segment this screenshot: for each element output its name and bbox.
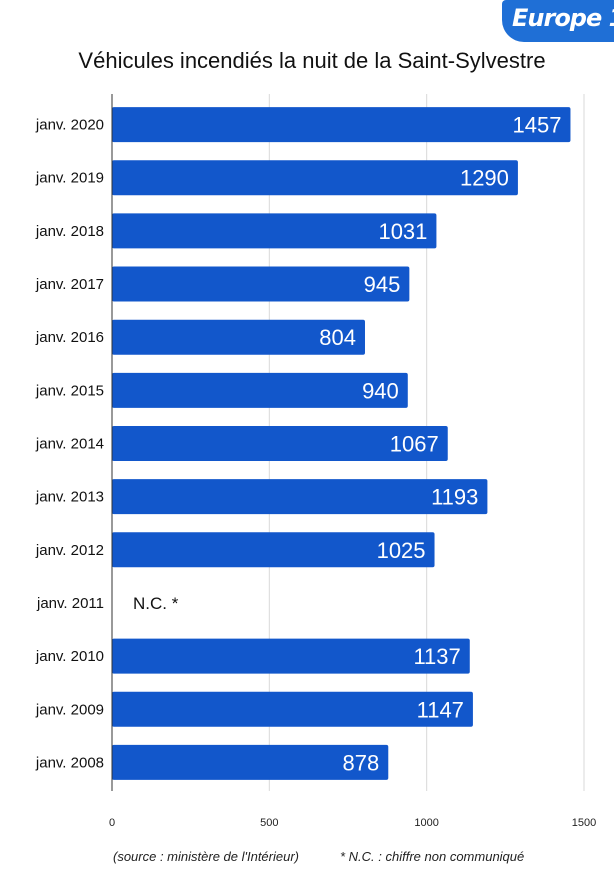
data-label: 1031 (378, 219, 427, 244)
bar-chart: 0 500 1000 1500 janv. 2020 1457 janv. 2019 1290… (35, 94, 596, 829)
bar (112, 107, 571, 143)
bar (112, 744, 389, 780)
data-label: 940 (362, 378, 399, 403)
bar (112, 372, 408, 408)
data-label: 1025 (377, 538, 426, 563)
logo-text: Europe 1 (512, 4, 614, 32)
data-label: 1137 (413, 644, 460, 669)
category-label: janv. 2014 (35, 436, 104, 453)
data-label: 878 (343, 750, 380, 775)
category-label: janv. 2010 (35, 648, 104, 665)
bar (112, 479, 488, 515)
data-label: 1290 (460, 166, 509, 191)
data-label: 1457 (513, 113, 562, 138)
data-label: 1147 (417, 697, 464, 722)
europe1-logo: Europe 1 (502, 0, 614, 42)
chart-title: Véhicules incendiés la nuit de la Saint-… (78, 48, 546, 73)
bar (112, 213, 437, 249)
bar (112, 691, 473, 727)
footnote: * N.C. : chiffre non communiqué (340, 849, 525, 864)
x-tick-label: 0 (109, 817, 115, 829)
bar (112, 426, 448, 461)
bar (112, 319, 365, 355)
category-label: janv. 2015 (35, 382, 104, 399)
category-label: janv. 2012 (35, 542, 104, 559)
category-label: janv. 2008 (35, 754, 104, 771)
data-label: 804 (319, 325, 356, 350)
bar (112, 638, 470, 674)
category-label: janv. 2016 (35, 329, 104, 346)
data-label: N.C. * (133, 594, 179, 613)
category-label: janv. 2018 (35, 223, 104, 240)
source-note: (source : ministère de l'Intérieur) (113, 849, 299, 864)
x-tick-label: 1000 (414, 817, 438, 829)
x-tick-label: 500 (260, 817, 278, 829)
category-label: janv. 2017 (35, 276, 104, 293)
data-label: 1193 (431, 485, 478, 510)
category-label: janv. 2009 (35, 701, 104, 718)
category-label: janv. 2011 (36, 595, 104, 612)
bar (112, 532, 435, 568)
x-tick-label: 1500 (572, 817, 596, 829)
category-label: janv. 2020 (35, 117, 104, 134)
category-label: janv. 2019 (35, 170, 104, 187)
category-label: janv. 2013 (35, 489, 104, 506)
bar (112, 266, 410, 302)
bar (112, 160, 518, 196)
data-label: 945 (364, 272, 401, 297)
data-label: 1067 (390, 432, 439, 457)
